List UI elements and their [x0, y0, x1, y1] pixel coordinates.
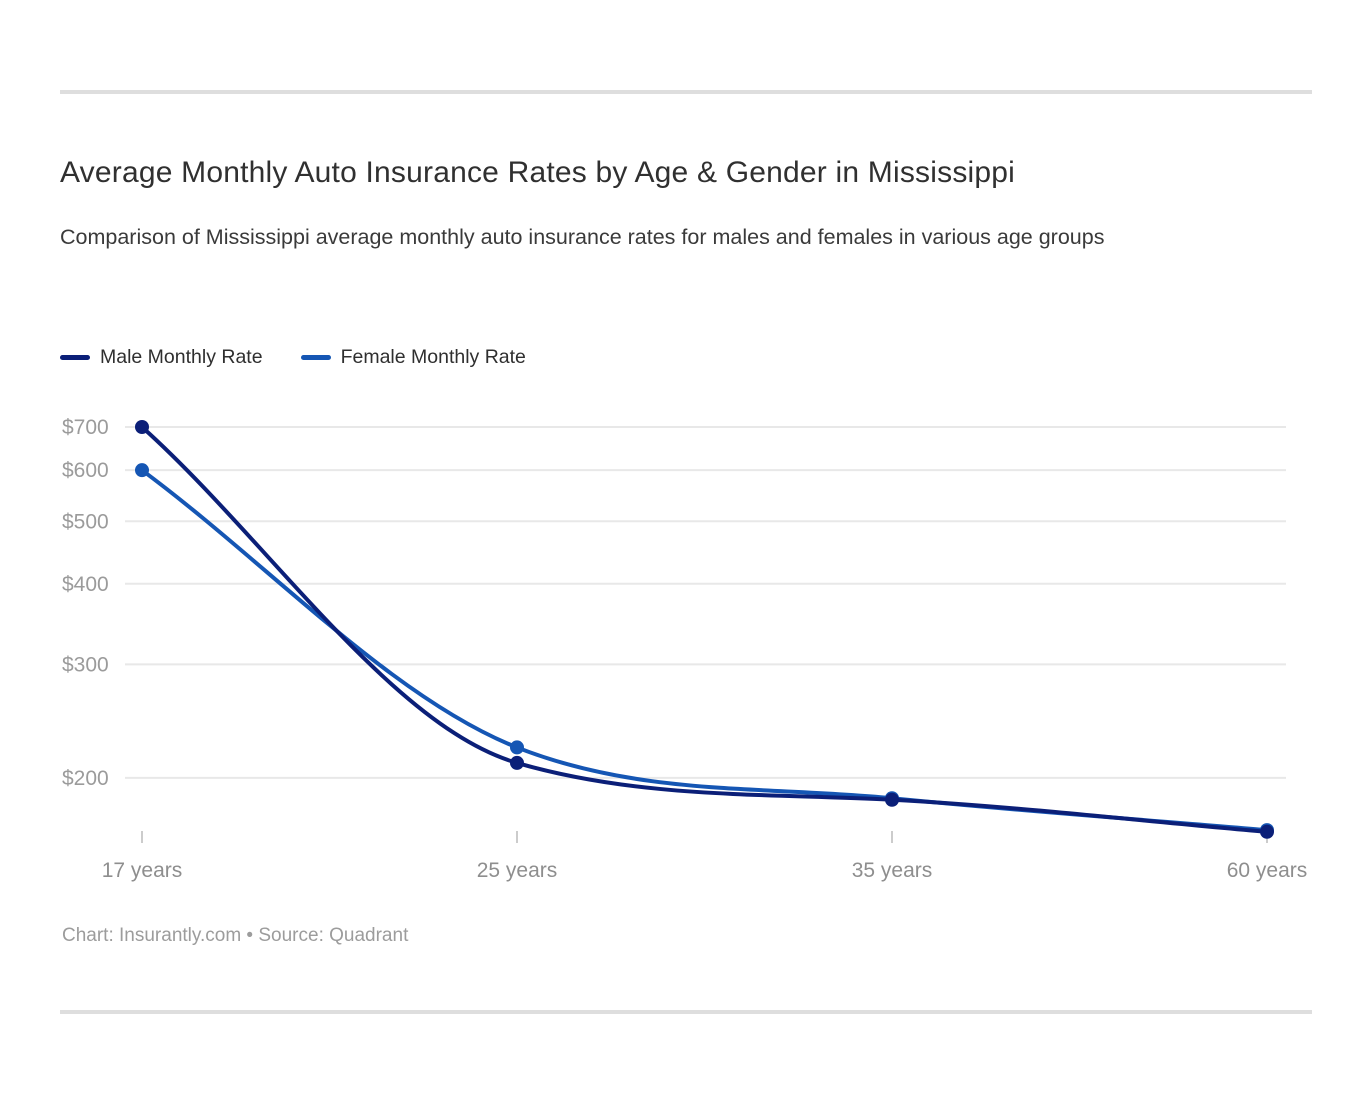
legend: Male Monthly Rate Female Monthly Rate: [60, 346, 526, 369]
y-axis-label: $500: [62, 510, 109, 533]
y-axis-label: $400: [62, 573, 109, 596]
male-line-swatch-icon: [60, 355, 90, 360]
legend-item-female: Female Monthly Rate: [300, 346, 526, 369]
female-monthly-rate-line: [140, 468, 1269, 833]
x-axis-label: 35 years: [852, 859, 933, 882]
bottom-divider: [60, 1010, 1312, 1014]
chart-attribution: Chart: Insurantly.com • Source: Quadrant: [62, 925, 409, 946]
line-chart: $700 $600 $500 $400 $300 $200 17 years 25 years…: [62, 416, 1308, 882]
top-divider: [60, 90, 1312, 94]
male-monthly-rate-line: [140, 425, 1269, 834]
male-monthly-rate-point: [510, 755, 524, 770]
legend-label-female: Female Monthly Rate: [340, 346, 526, 368]
female-monthly-rate-point: [135, 463, 149, 478]
x-axis-label: 25 years: [477, 859, 558, 882]
x-axis-label: 17 years: [102, 859, 183, 882]
legend-item-male: Male Monthly Rate: [60, 346, 263, 369]
male-monthly-rate-point: [1260, 824, 1274, 839]
male-monthly-rate-point: [135, 420, 149, 434]
y-axis-label: $300: [62, 653, 109, 676]
legend-label-male: Male Monthly Rate: [100, 346, 263, 368]
female-line-swatch-icon: [300, 355, 331, 360]
female-monthly-rate-point: [510, 740, 524, 755]
chart-title: Average Monthly Auto Insurance Rates by …: [60, 156, 1016, 189]
x-axis-label: 60 years: [1227, 859, 1308, 882]
y-axis-label: $600: [62, 459, 109, 482]
y-axis-label: $700: [62, 416, 109, 439]
y-axis-label: $200: [62, 767, 109, 790]
chart-subtitle: Comparison of Mississippi average monthl…: [60, 225, 1105, 249]
male-monthly-rate-point: [885, 792, 899, 807]
